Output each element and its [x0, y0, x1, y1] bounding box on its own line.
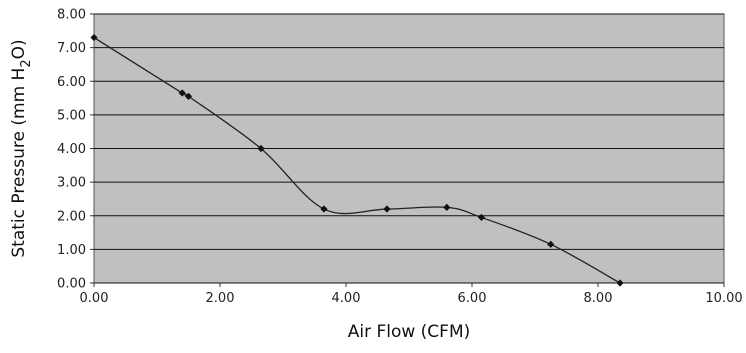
- y-tick-label: 6.00: [57, 75, 86, 90]
- data-point-marker: [320, 205, 328, 213]
- y-tick-label: 8.00: [57, 8, 86, 23]
- data-point-marker: [443, 203, 451, 211]
- data-point-marker: [477, 213, 486, 222]
- data-point-marker: [184, 92, 193, 100]
- y-axis-title-tail: O): [9, 39, 29, 59]
- x-axis-title: Air Flow (CFM): [348, 322, 471, 342]
- y-tick-labels: 0.00 1.00 2.00 3.00 4.00 5.00 6.00 7.00 8.00: [57, 8, 86, 292]
- y-tick-label: 3.00: [57, 176, 86, 191]
- data-point-marker: [257, 144, 265, 153]
- y-tick-label: 2.00: [57, 209, 86, 224]
- x-tick-labels: 0.00 2.00 4.00 6.00 8.00 10.00: [80, 283, 743, 306]
- x-tick-label: 6.00: [458, 291, 487, 306]
- x-tick-label: 10.00: [705, 291, 742, 306]
- x-tick-label: 4.00: [332, 291, 361, 306]
- y-tick-label: 4.00: [57, 142, 86, 157]
- y-tick-label: 1.00: [57, 243, 86, 258]
- y-axis-title-subscript: 2: [19, 59, 34, 67]
- x-tick-label: 2.00: [206, 291, 235, 306]
- x-tick-label: 8.00: [584, 291, 613, 306]
- data-point-marker: [90, 33, 98, 42]
- y-tick-label: 7.00: [57, 41, 86, 56]
- data-point-marker: [616, 279, 624, 287]
- y-tick-label: 0.00: [57, 277, 86, 292]
- y-tick-label: 5.00: [57, 108, 86, 123]
- y-axis-title-main: Static Pressure (mm H: [9, 68, 29, 258]
- data-point-marker: [547, 240, 555, 248]
- data-point-marker: [178, 89, 186, 97]
- data-points: [90, 33, 624, 287]
- data-point-marker: [383, 205, 391, 213]
- x-tick-label: 0.00: [80, 291, 109, 306]
- y-axis-title: Static Pressure (mm H2O): [9, 39, 34, 257]
